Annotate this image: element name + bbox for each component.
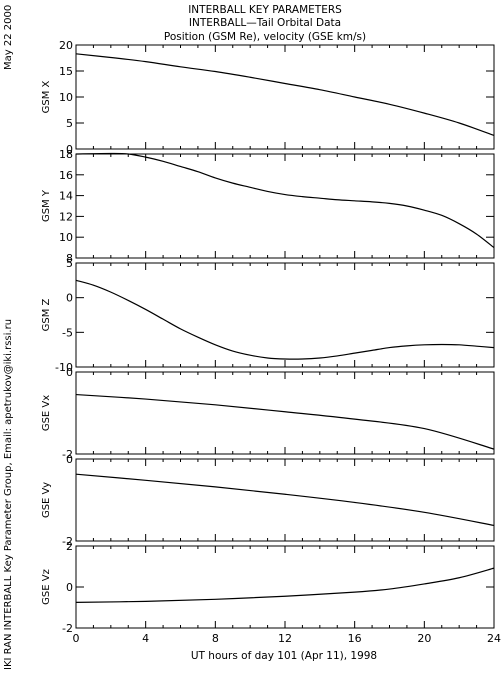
y-tick-label: 10 [59,91,73,104]
y-tick-label: 0 [66,143,73,156]
panel-gsm-x: 0 5 10 15 20 GSM X [41,39,495,156]
chart-title-line-3: Position (GSM Re), velocity (GSE km/s) [164,31,366,43]
plot-frame [75,458,495,542]
y-tick-label: 2 [66,540,73,553]
x-tick-label: 8 [212,632,219,645]
plot-frame [75,262,495,368]
y-axis-label: GSE Vz [41,569,52,605]
chart-header: INTERBALL KEY PARAMETERS INTERBALL—Tail … [164,4,366,43]
panel-gsm-y: 8 10 12 14 16 18 GSM Y [41,148,495,265]
panel-gse-vz: -2 0 2 GSE Vz [41,540,495,635]
series-line-gse-vy [75,473,495,527]
credit-text: IKI RAN INTERBALL Key Parameter Group, E… [3,319,14,670]
y-tick-label: 8 [66,252,73,265]
y-tick-label: 10 [59,231,73,244]
y-tick-label: -5 [62,326,73,339]
panel-gsm-z: -10 -5 0 5 GSM Z [41,257,495,374]
plot-frame [75,545,495,629]
x-tick-label: 0 [73,632,80,645]
y-tick-label: -10 [55,361,73,374]
chart-title-line-1: INTERBALL KEY PARAMETERS [188,4,342,16]
y-axis-label: GSM Z [41,298,52,331]
y-axis-label: GSE Vx [41,395,52,431]
y-tick-label: 12 [59,210,73,223]
y-tick-label: 0 [66,292,73,305]
y-tick-label: 5 [66,117,73,130]
plot-frame [75,371,495,455]
chart-title-line-2: INTERBALL—Tail Orbital Data [189,17,341,29]
y-tick-label: 0 [66,453,73,466]
y-tick-label: 14 [59,190,73,203]
y-tick-label: 0 [66,581,73,594]
x-tick-label: 20 [417,632,431,645]
y-tick-label: -2 [62,448,73,461]
y-tick-label: 20 [59,39,73,52]
y-tick-label: 0 [66,366,73,379]
plot-frame [75,153,495,259]
series-line-gsm-x [75,53,495,137]
panel-gse-vy: -2 0 GSE Vy [41,453,495,548]
x-tick-label: 12 [278,632,292,645]
generation-date: May 22 2000 [3,5,14,70]
x-tick-label: 4 [142,632,149,645]
series-line-gsm-y [75,152,495,249]
panel-gse-vx: -2 0 GSE Vx [41,366,495,461]
series-line-gse-vz [75,567,495,603]
y-axis-label: GSM Y [41,189,52,222]
y-tick-label: -2 [62,535,73,548]
x-tick-label: 24 [487,632,501,645]
y-tick-label: 15 [59,65,73,78]
series-line-gse-vx [75,393,495,450]
y-axis-label: GSE Vy [41,482,52,518]
y-tick-label: -2 [62,622,73,635]
y-axis-label: GSM X [41,80,52,113]
y-tick-label: 16 [59,169,73,182]
y-tick-label: 5 [66,257,73,270]
series-line-gsm-z [75,279,495,360]
y-tick-label: 18 [59,148,73,161]
x-axis-label: UT hours of day 101 (Apr 11), 1998 [191,650,377,662]
x-tick-label: 16 [348,632,362,645]
